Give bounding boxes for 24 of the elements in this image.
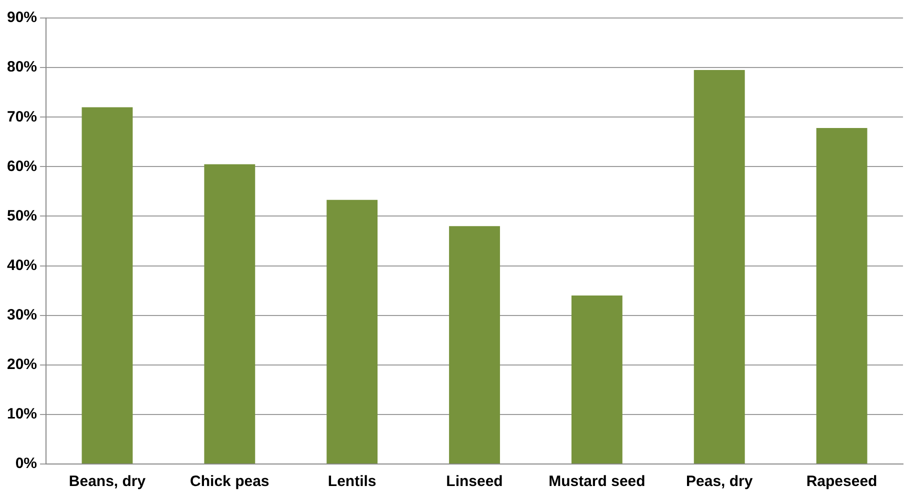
y-tick-label: 60%: [6, 158, 38, 175]
x-tick-label: Mustard seed: [548, 473, 646, 490]
y-tick-label: 40%: [6, 256, 38, 274]
x-tick-label: Lentils: [328, 473, 376, 490]
bar: [816, 128, 868, 464]
y-tick-label: 20%: [6, 356, 38, 374]
x-tick-label: Rapeseed: [806, 473, 878, 490]
y-tick-label: 50%: [6, 207, 38, 224]
bar: [82, 107, 133, 464]
x-tick-label: Chick peas: [190, 473, 270, 490]
bar: [571, 296, 622, 464]
y-tick-label: 30%: [6, 306, 38, 324]
bar: [694, 70, 745, 464]
x-tick-label: Beans, dry: [68, 473, 146, 490]
y-tick-label: 80%: [6, 58, 38, 76]
y-tick-label: 0%: [15, 455, 38, 472]
x-tick-label: Linseed: [446, 473, 503, 490]
y-tick-label: 10%: [6, 406, 38, 423]
y-tick-label: 70%: [6, 108, 38, 126]
y-tick-label: 90%: [6, 9, 38, 26]
bar: [326, 200, 378, 464]
bar: [449, 226, 500, 464]
bar: [204, 164, 256, 464]
x-tick-label: Peas, dry: [686, 473, 754, 490]
